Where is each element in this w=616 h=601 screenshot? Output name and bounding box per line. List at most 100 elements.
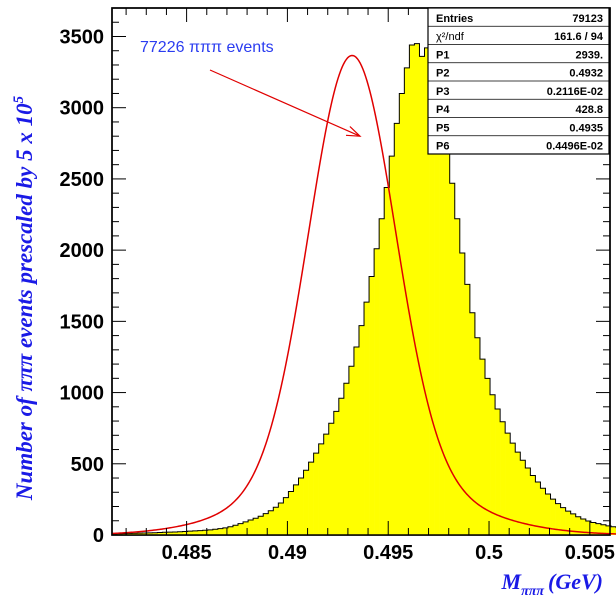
histogram-bar	[298, 478, 304, 535]
histogram-bar	[525, 468, 531, 535]
histogram-bar	[328, 423, 335, 535]
histogram-bar	[505, 433, 511, 535]
stats-row-label: P5	[436, 122, 449, 134]
histogram-bar	[318, 443, 324, 535]
histogram-bar	[530, 475, 536, 535]
histogram-bar	[162, 532, 168, 535]
histogram-bar	[348, 366, 355, 535]
stats-row-label: Entries	[436, 13, 473, 25]
histogram-bar	[464, 284, 471, 535]
plot-frame-top	[111, 7, 611, 536]
histogram-bar	[510, 443, 516, 535]
histogram-bar	[157, 532, 163, 535]
stats-row-value: 0.4496E-02	[546, 141, 603, 153]
histogram-bar	[515, 452, 521, 535]
histogram-bar	[409, 45, 415, 535]
histogram-bar	[263, 513, 269, 535]
stats-row-label: P3	[436, 86, 449, 98]
histogram-bar	[197, 530, 204, 535]
stats-row-label: P6	[436, 141, 449, 153]
histogram-bar	[535, 482, 541, 535]
histogram-bar	[590, 522, 597, 535]
histogram-bar	[389, 156, 395, 535]
histogram-bar	[611, 526, 616, 535]
histogram-bar	[353, 346, 360, 535]
x-axis-label-main: M	[501, 569, 523, 594]
histogram-bar	[358, 325, 365, 535]
histogram-bar	[560, 507, 566, 535]
y-axis-label: Number of πππ events prescaled by 5 x 10…	[11, 95, 37, 501]
histogram-bar	[485, 378, 491, 535]
histogram-bar	[172, 532, 178, 535]
histogram-bar	[474, 337, 481, 535]
histogram-outline	[111, 43, 616, 535]
annotation-arrow-line	[209, 69, 361, 137]
histogram-bar	[137, 533, 143, 535]
histogram-bar	[454, 218, 461, 536]
histogram-bar	[147, 532, 153, 535]
histogram-bar	[575, 516, 582, 535]
stats-row-label: P1	[436, 49, 449, 61]
axis-layer: 0 500 1000 1500 2000 2500 3000 3500 0.485 0.49 0.4…	[60, 8, 615, 564]
histogram-bar	[364, 302, 370, 535]
histogram-bar	[333, 411, 340, 535]
y-tick-label: 1000	[60, 383, 105, 405]
histogram-bar	[308, 462, 314, 535]
histogram-bar	[500, 421, 506, 535]
histogram-bar	[132, 533, 138, 535]
histogram-bar	[570, 513, 577, 535]
x-tick-label: 0.485	[162, 542, 212, 564]
histogram-bar	[374, 248, 380, 535]
fit-curve-layer	[111, 54, 616, 535]
y-tick-label: 2000	[60, 240, 105, 262]
stats-row-value: 2939.	[575, 49, 603, 61]
stats-rows: Entries 79123 χ²/ndf 161.6 / 94 P1 2939. P2 0.4…	[428, 13, 609, 153]
histogram-bar	[202, 530, 209, 535]
histogram-bar	[459, 252, 466, 536]
histogram-bar	[444, 147, 451, 535]
histogram-bar	[490, 394, 496, 535]
histogram-bar	[520, 460, 526, 535]
histogram-bar	[167, 532, 173, 535]
histogram-bar	[232, 525, 239, 535]
histogram-bar	[273, 507, 279, 535]
y-tick-label: 2500	[60, 169, 105, 191]
stats-row-value: 79123	[572, 13, 603, 25]
histogram-bar	[343, 383, 350, 535]
histogram-bar	[182, 531, 188, 535]
histogram-bar	[384, 187, 390, 535]
histogram-bar	[369, 276, 375, 535]
histogram-bar	[288, 491, 294, 535]
y-axis-label-exponent: 5	[11, 95, 27, 103]
y-tick-label: 1500	[60, 311, 105, 333]
stats-row-value: 161.6 / 94	[554, 31, 604, 43]
x-tick-label: 0.505	[565, 542, 615, 564]
histogram-bar	[565, 511, 571, 535]
stats-row-label: χ²/ndf	[436, 31, 465, 43]
histogram-bar	[313, 453, 319, 535]
histogram-bar	[177, 531, 183, 535]
x-tick-label: 0.49	[268, 542, 307, 564]
histogram-bar	[217, 528, 224, 535]
histogram-bar	[222, 527, 229, 535]
histogram-bar	[550, 499, 556, 535]
histogram-bar	[414, 43, 420, 536]
histogram-bar	[293, 484, 299, 535]
histogram-bar	[227, 526, 234, 535]
histogram-bar	[419, 56, 425, 536]
histogram-layer	[111, 43, 616, 536]
histogram-bar	[207, 529, 214, 535]
x-tick-label: 0.495	[363, 542, 413, 564]
histogram-bar	[600, 524, 607, 535]
histogram-bar	[303, 470, 309, 535]
stats-row-value: 0.4932	[569, 68, 603, 80]
histogram-bar	[187, 531, 193, 535]
stats-box: Entries 79123 χ²/ndf 161.6 / 94 P1 2939. P2 0.4…	[427, 7, 610, 155]
histogram-bar	[399, 93, 405, 536]
y-tick-label: 0	[93, 525, 104, 547]
histogram-bar	[540, 488, 546, 535]
annotation-arrow-head	[345, 126, 362, 137]
histogram-bar	[580, 519, 587, 535]
histogram-bar	[268, 510, 274, 535]
